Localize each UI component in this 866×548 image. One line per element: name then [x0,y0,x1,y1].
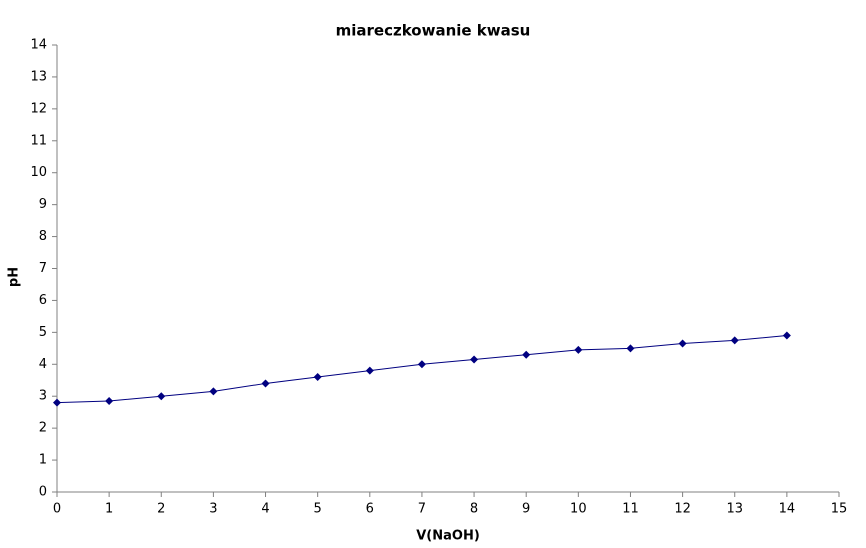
data-point [157,392,166,401]
data-point [522,350,531,359]
data-point [678,339,687,348]
x-tick-label: 9 [522,502,530,517]
y-tick-label: 2 [39,421,47,436]
y-tick-label: 12 [30,101,47,116]
data-point [209,387,218,396]
data-point [53,398,61,407]
y-tick-label: 1 [39,453,47,468]
y-tick-label: 5 [39,325,47,340]
y-tick-label: 0 [39,485,47,500]
data-point [261,379,270,388]
y-tick-label: 14 [30,38,47,53]
data-point [626,344,635,353]
y-tick-label: 10 [30,165,47,180]
data-point [417,360,426,369]
y-tick-label: 11 [30,133,47,148]
y-axis-label: pH [7,267,22,287]
y-tick-label: 7 [39,261,47,276]
chart-title: miareczkowanie kwasu [336,22,531,40]
x-tick-label: 8 [470,502,478,517]
x-tick-label: 11 [622,502,639,517]
x-tick-label: 13 [726,502,743,517]
y-tick-label: 4 [39,357,47,372]
x-tick-label: 1 [105,502,113,517]
data-line [56,335,787,404]
x-tick-label: 3 [209,502,217,517]
data-point [313,373,322,382]
data-point [470,355,479,364]
y-tick-label: 8 [39,229,47,244]
x-tick-label: 2 [157,502,165,517]
x-tick-label: 7 [418,502,426,517]
x-tick-label: 14 [779,502,796,517]
x-tick-label: 0 [53,502,61,517]
data-point [574,345,583,354]
data-point [730,336,739,345]
x-tick-label: 4 [261,502,269,517]
y-tick-label: 9 [39,197,47,212]
x-tick-label: 12 [674,502,691,517]
x-tick-label: 6 [366,502,374,517]
x-axis-label: V(NaOH) [416,529,480,544]
y-tick-label: 13 [30,69,47,84]
y-tick-label: 3 [39,389,47,404]
x-tick-label: 10 [570,502,587,517]
data-point [782,331,791,340]
data-point [365,366,374,375]
x-tick-label: 5 [314,502,322,517]
data-point [105,397,114,406]
y-tick-label: 6 [39,293,47,308]
x-tick-label: 15 [831,502,848,517]
